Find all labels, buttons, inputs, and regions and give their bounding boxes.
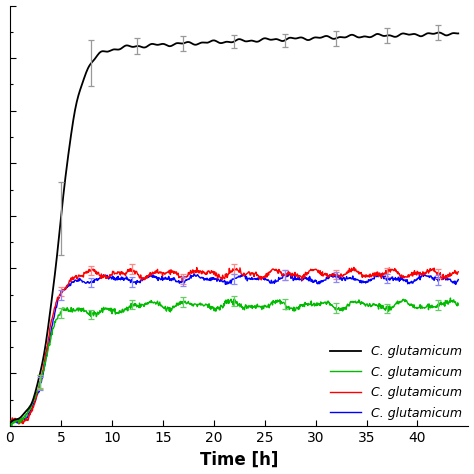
C. glutamicum xyxy=(16,421,22,427)
C. glutamicum xyxy=(7,419,13,425)
X-axis label: Time [h]: Time [h] xyxy=(200,450,278,468)
C. glutamicum xyxy=(456,269,461,274)
C. glutamicum xyxy=(268,268,273,273)
C. glutamicum xyxy=(393,34,399,40)
C. glutamicum xyxy=(9,424,15,430)
C. glutamicum xyxy=(394,269,400,274)
Legend: C. glutamicum, C. glutamicum, C. glutamicum, C. glutamicum: C. glutamicum, C. glutamicum, C. glutami… xyxy=(330,345,462,420)
C. glutamicum xyxy=(347,299,353,304)
C. glutamicum xyxy=(279,275,285,281)
C. glutamicum xyxy=(456,31,461,36)
C. glutamicum xyxy=(447,295,453,301)
Line: C. glutamicum: C. glutamicum xyxy=(10,298,458,427)
C. glutamicum xyxy=(394,300,400,305)
C. glutamicum xyxy=(7,420,13,426)
C. glutamicum xyxy=(293,273,299,279)
C. glutamicum xyxy=(280,272,285,278)
C. glutamicum xyxy=(292,36,298,41)
C. glutamicum xyxy=(293,305,299,310)
Line: C. glutamicum: C. glutamicum xyxy=(10,267,458,424)
C. glutamicum xyxy=(7,419,13,425)
C. glutamicum xyxy=(456,277,461,283)
C. glutamicum xyxy=(268,301,273,307)
C. glutamicum xyxy=(35,392,40,397)
C. glutamicum xyxy=(456,302,461,308)
C. glutamicum xyxy=(7,421,13,427)
C. glutamicum xyxy=(35,389,41,394)
C. glutamicum xyxy=(347,275,353,281)
C. glutamicum xyxy=(437,30,442,36)
Line: C. glutamicum: C. glutamicum xyxy=(10,273,458,424)
C. glutamicum xyxy=(351,264,357,270)
C. glutamicum xyxy=(347,267,353,273)
C. glutamicum xyxy=(267,37,273,43)
C. glutamicum xyxy=(293,277,299,283)
C. glutamicum xyxy=(279,38,285,44)
Line: C. glutamicum: C. glutamicum xyxy=(10,33,458,423)
C. glutamicum xyxy=(394,276,400,282)
C. glutamicum xyxy=(286,270,292,275)
C. glutamicum xyxy=(35,381,40,387)
C. glutamicum xyxy=(280,300,285,306)
C. glutamicum xyxy=(35,387,41,393)
C. glutamicum xyxy=(347,32,353,38)
C. glutamicum xyxy=(267,280,273,286)
